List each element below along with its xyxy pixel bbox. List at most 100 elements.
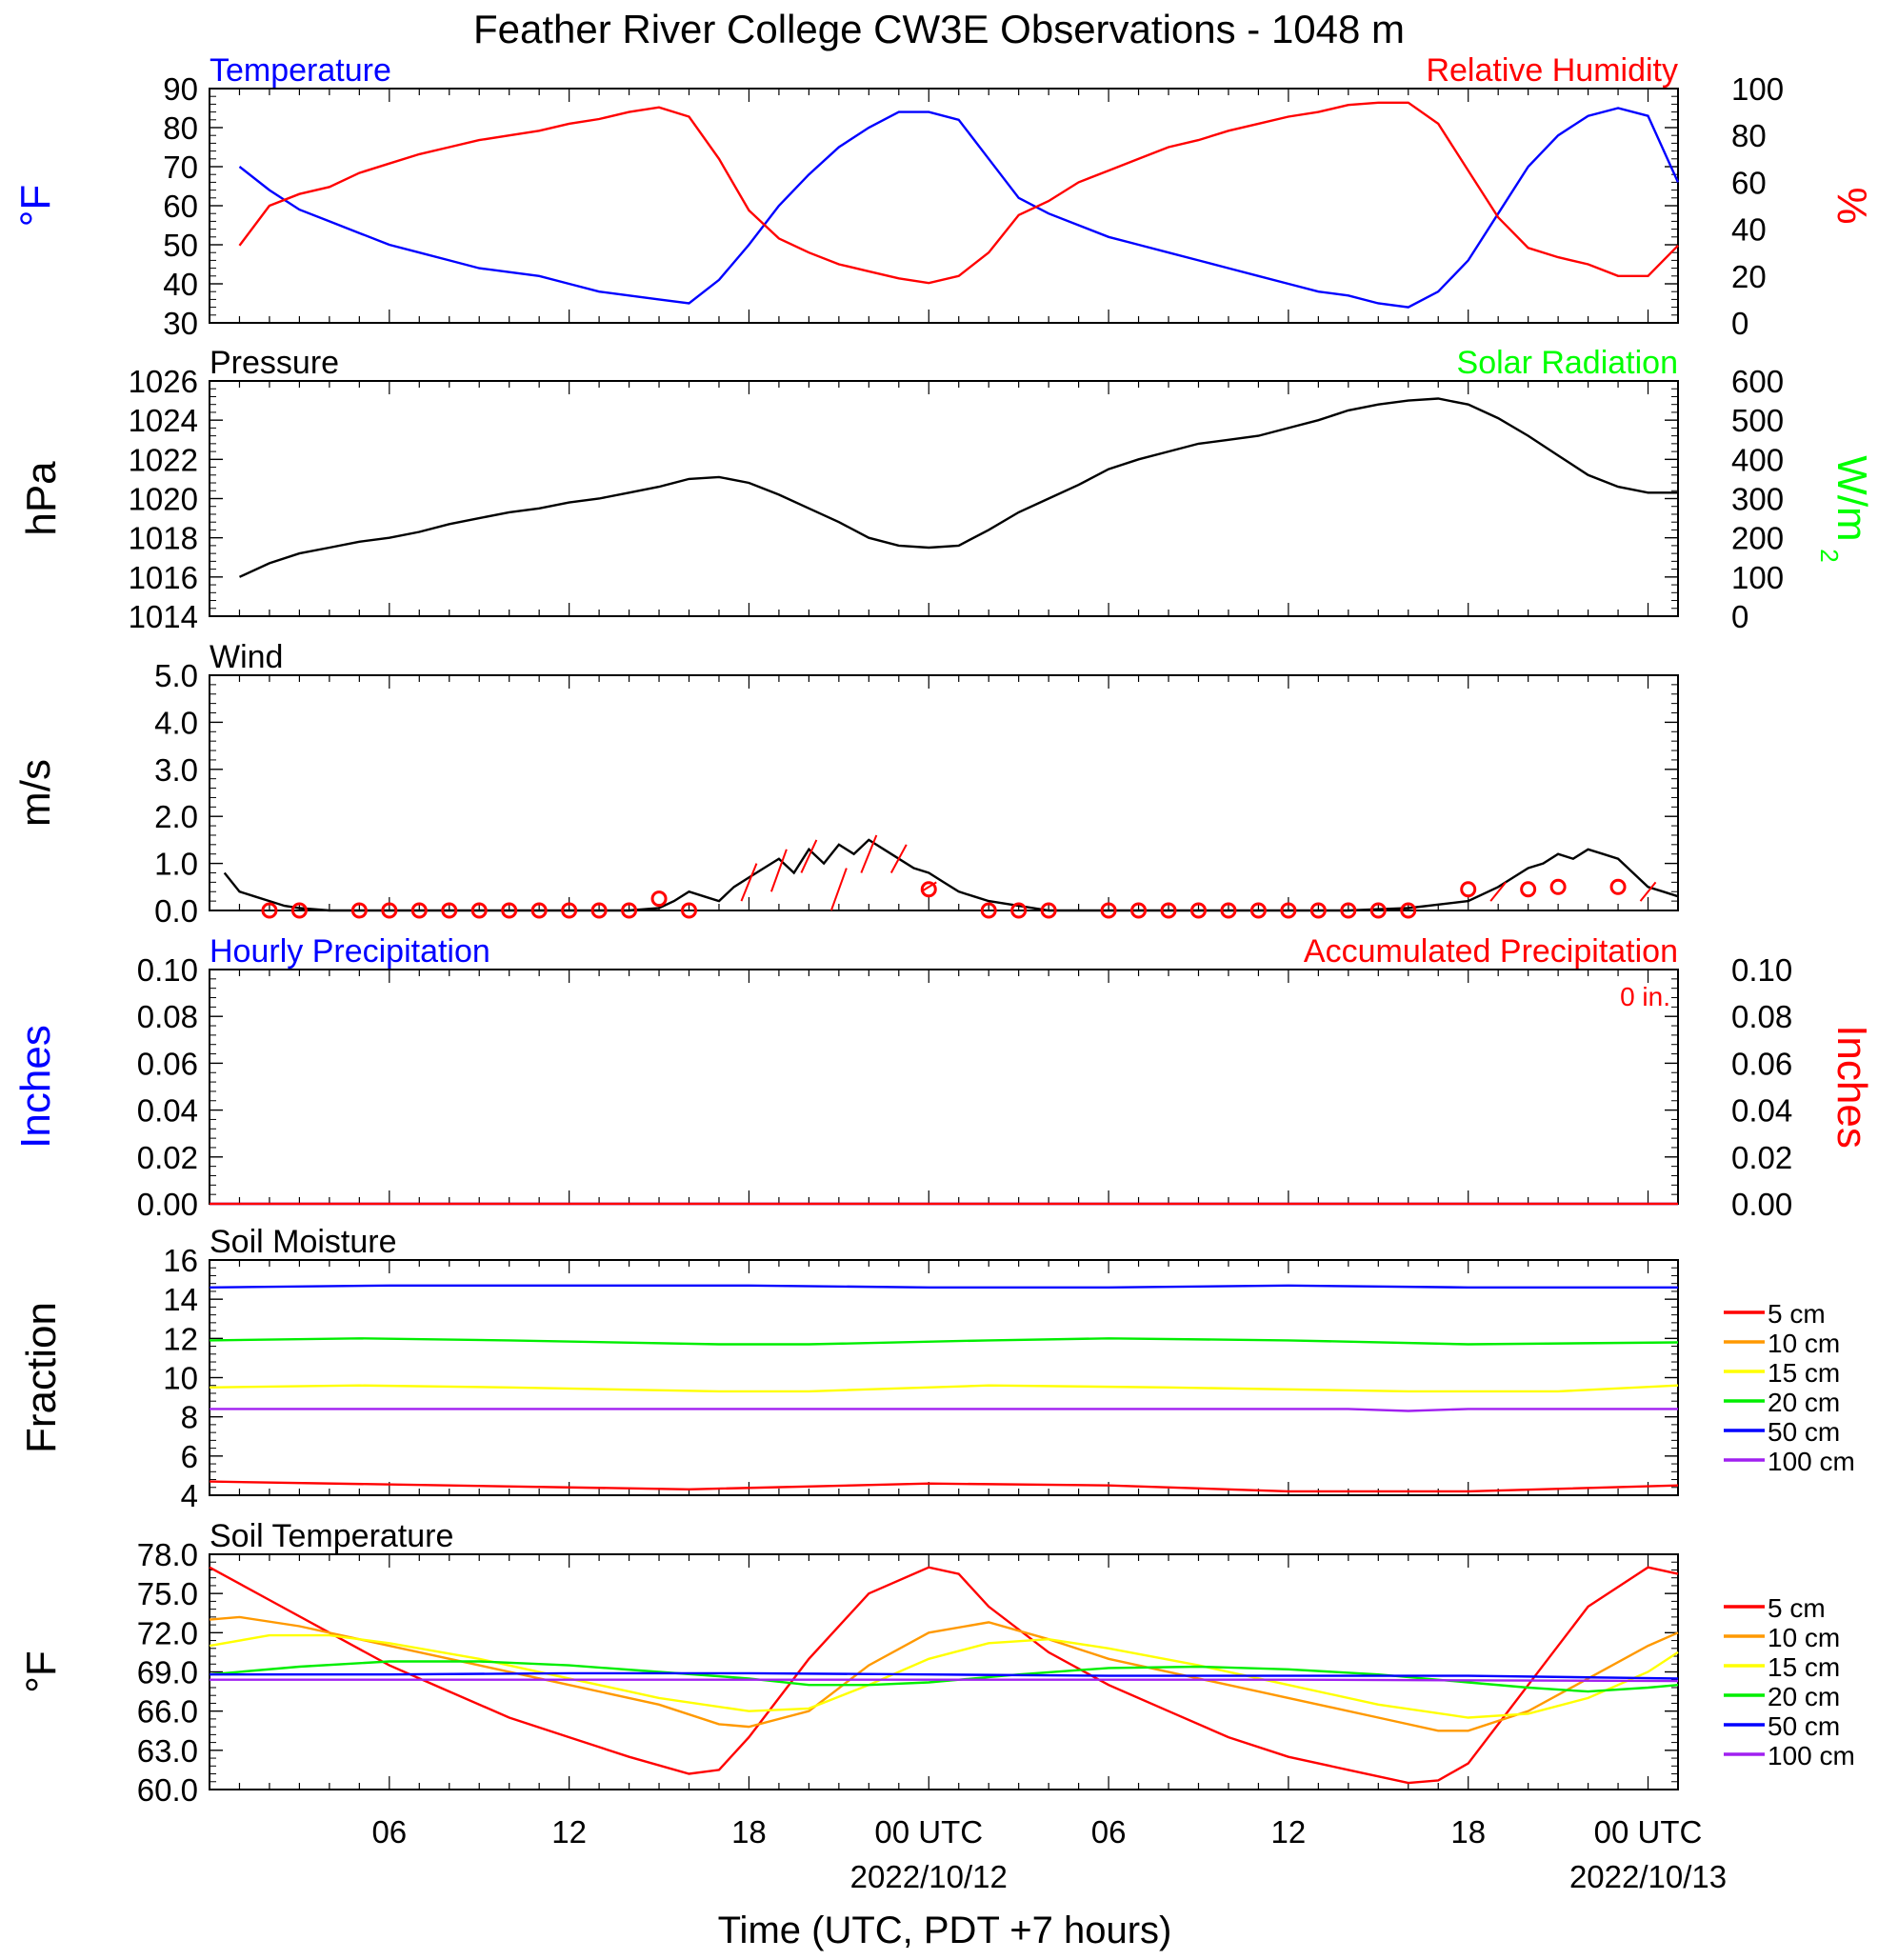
wind-marker [621, 902, 638, 919]
legend-label: 5 cm [1768, 1299, 1826, 1329]
y-axis-label-right: % [1828, 187, 1875, 224]
y-tick-label-left: 40 [163, 267, 198, 302]
y-tick-label-left: 50 [163, 228, 198, 263]
y-tick-label-right: 100 [1731, 560, 1784, 595]
legend-label: 100 cm [1768, 1447, 1855, 1476]
y-tick-label-right: 200 [1731, 521, 1784, 556]
panel-title-left: Soil Moisture [210, 1224, 397, 1260]
y-tick-label-left: 0.00 [137, 1187, 198, 1222]
wind-marker [1460, 881, 1477, 898]
wind-marker [1249, 902, 1267, 919]
y-tick-label-left: 60.0 [137, 1772, 198, 1808]
panel-title-left: Wind [210, 639, 283, 675]
panel-frame [209, 969, 1679, 1205]
wind-marker [1189, 902, 1207, 919]
wind-marker [470, 902, 488, 919]
y-tick-label-left: 3.0 [154, 752, 198, 788]
wind-marker [681, 902, 698, 919]
panel-title-left: Pressure [210, 345, 339, 381]
panel-5: 60.063.066.0 69.0 72.0 75.0 78.0 Soil Tempera… [18, 1518, 1855, 1808]
wind-marker [1040, 902, 1057, 919]
x-tick-label: 12 [551, 1814, 587, 1850]
wind-marker [261, 902, 278, 919]
legend-label: 5 cm [1768, 1593, 1826, 1623]
wind-marker [381, 902, 398, 919]
legend-label: 10 cm [1768, 1329, 1840, 1358]
wind-marker [501, 902, 518, 919]
y-tick-label-left: 4.0 [154, 705, 198, 740]
y-tick-label-left: 0.08 [137, 999, 198, 1034]
series-line-5-cm [209, 1480, 1679, 1493]
y-tick-label-left: 1024 [129, 403, 198, 438]
wind-marker [1369, 902, 1387, 919]
y-tick-label-right: 0 [1731, 599, 1748, 634]
series-line-pressure [238, 397, 1678, 578]
series-line-100-cm [210, 1408, 1678, 1412]
wind-marker [441, 902, 458, 919]
wind-barb [740, 863, 758, 902]
y-tick-label-left: 0.10 [137, 952, 198, 988]
y-tick-label-left: 1022 [129, 442, 198, 477]
wind-barb [920, 881, 937, 893]
wind-marker [1010, 902, 1028, 919]
x-tick-label: 12 [1271, 1814, 1307, 1850]
y-tick-label-left: 60 [163, 189, 198, 224]
wind-marker [1400, 902, 1417, 919]
y-tick-label-right: 500 [1731, 403, 1784, 438]
y-tick-label-left: 63.0 [137, 1733, 198, 1769]
y-tick-label-left: 30 [163, 306, 198, 341]
y-tick-label-left: 16 [163, 1243, 198, 1278]
y-tick-label-right: 100 [1731, 71, 1784, 107]
panel-frame [209, 674, 1679, 911]
y-tick-label-left: 1018 [129, 521, 198, 556]
time-axis: 06 12 18 00 UTC 2022/10/12 06 12 18 00 UTC 2022/1… [371, 1814, 1727, 1894]
wind-marker [1340, 902, 1357, 919]
wind-marker [1609, 878, 1627, 895]
y-tick-label-right: 0 [1731, 306, 1748, 341]
wind-barb [800, 839, 818, 873]
y-tick-label-right: 60 [1731, 165, 1767, 200]
y-tick-label-left: 1016 [129, 560, 198, 595]
wind-marker [410, 902, 428, 919]
x-tick-label: 00 UTC [874, 1814, 983, 1850]
y-tick-label-right: 80 [1731, 118, 1767, 153]
wind-marker [1220, 902, 1237, 919]
series-line-20-cm [209, 1660, 1679, 1693]
y-tick-label-left: 66.0 [137, 1694, 198, 1730]
wind-marker [1549, 878, 1567, 895]
legend-label: 100 cm [1768, 1741, 1855, 1770]
series-line-temperature [238, 107, 1680, 309]
y-tick-label-right: 600 [1731, 364, 1784, 399]
y-axis-label-left: Fraction [18, 1302, 65, 1453]
y-tick-label-left: 78.0 [137, 1537, 198, 1572]
y-tick-label-left: 69.0 [137, 1655, 198, 1690]
panel-title-left: Soil Temperature [210, 1518, 453, 1554]
y-axis-label-left: °F [18, 1650, 65, 1692]
y-tick-label-left: 5.0 [154, 658, 198, 693]
y-tick-label-left: 90 [163, 71, 198, 107]
y-tick-label-left: 75.0 [137, 1576, 198, 1611]
y-tick-label-right: 0.02 [1731, 1140, 1792, 1175]
wind-marker [530, 902, 548, 919]
y-tick-label-left: 12 [163, 1321, 198, 1356]
y-tick-label-left: 6 [181, 1439, 198, 1474]
series-line-5-cm [209, 1566, 1679, 1785]
y-tick-label-left: 80 [163, 110, 198, 146]
wind-marker [561, 902, 578, 919]
y-axis-label-right: W/m [1828, 455, 1875, 541]
y-axis-label-left: hPa [18, 461, 65, 536]
y-tick-label-left: 10 [163, 1361, 198, 1396]
y-axis-label-right: Inches [1828, 1025, 1875, 1149]
x-tick-label: 18 [731, 1814, 767, 1850]
legend-label: 50 cm [1768, 1417, 1840, 1447]
y-tick-label-right: 0.00 [1731, 1187, 1792, 1222]
legend-label: 15 cm [1768, 1358, 1840, 1388]
series-line-15-cm [209, 1633, 1679, 1719]
wind-marker [920, 881, 937, 898]
x-tick-label: 06 [371, 1814, 407, 1850]
series-line-50-cm [209, 1284, 1678, 1289]
series-line-15-cm [209, 1384, 1679, 1393]
wind-marker [650, 890, 668, 908]
y-tick-label-left: 2.0 [154, 799, 198, 834]
